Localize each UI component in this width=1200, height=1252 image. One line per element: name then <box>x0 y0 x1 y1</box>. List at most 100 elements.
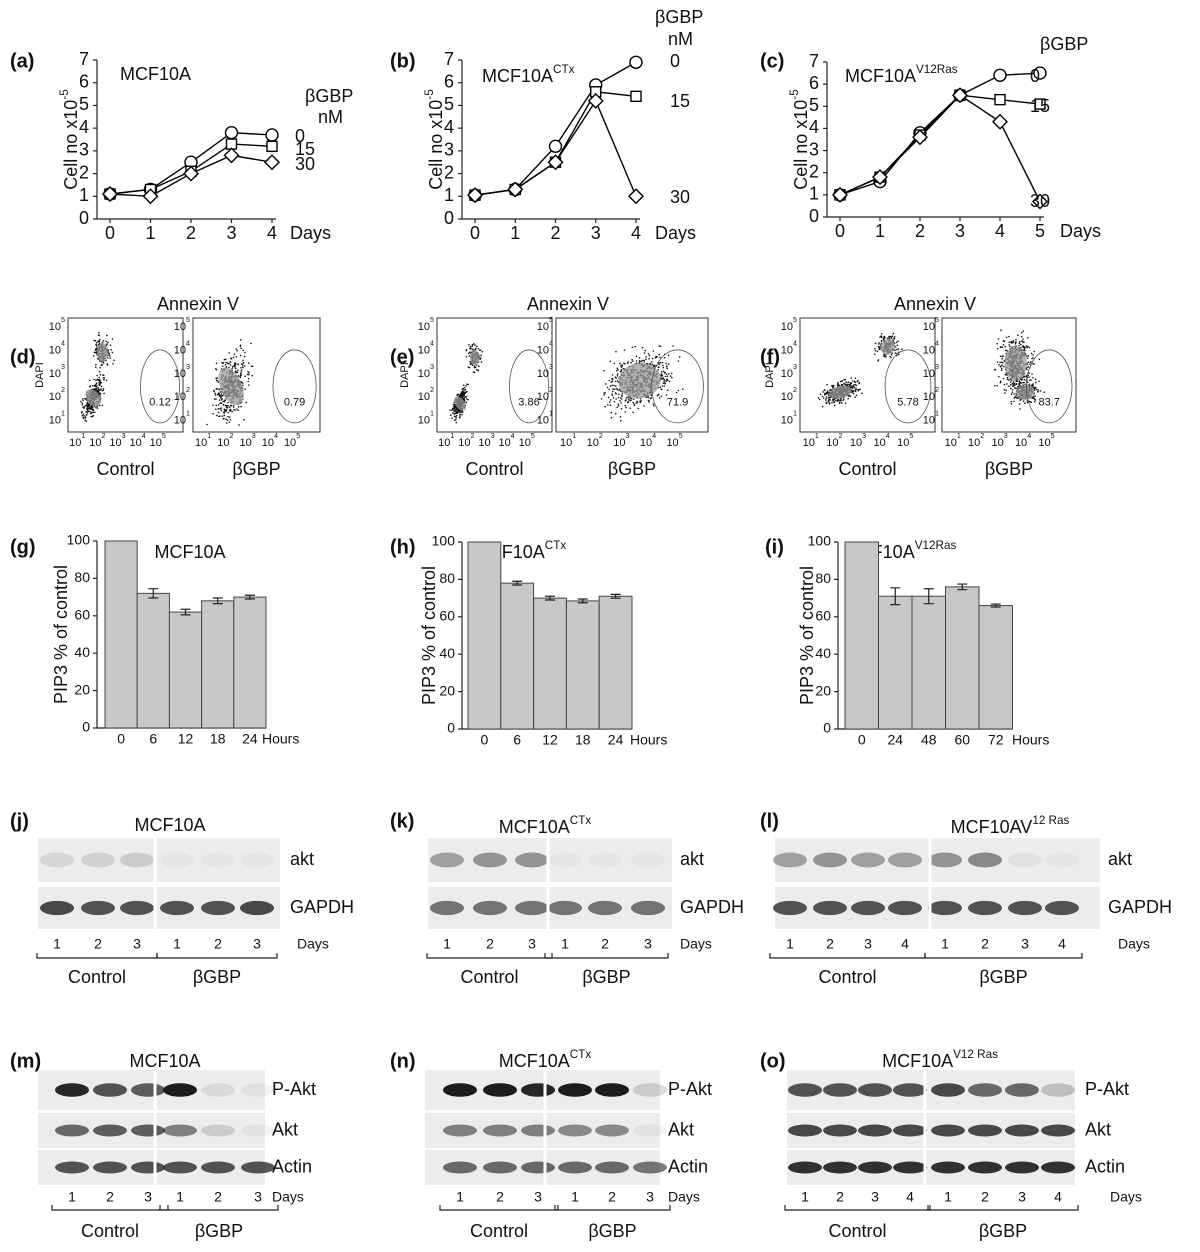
event-dot <box>451 409 453 411</box>
lane-label: 4 <box>1058 936 1066 952</box>
event-dot <box>833 385 835 387</box>
event-dot <box>1028 366 1030 368</box>
event-dot <box>1010 384 1012 386</box>
event-dot <box>106 379 108 381</box>
event-dot <box>831 385 833 387</box>
event-dot <box>235 367 237 369</box>
event-dot <box>661 389 663 391</box>
event-dot <box>878 346 880 348</box>
lane-unit: Days <box>1118 936 1150 952</box>
group-label: βGBP <box>979 1221 1027 1241</box>
event-dot <box>96 388 98 390</box>
band <box>521 1162 555 1174</box>
event-dot <box>220 395 222 397</box>
event-dot <box>1032 397 1034 399</box>
event-dot <box>824 389 826 391</box>
event-dot <box>853 393 855 395</box>
y-tick-label: 100 <box>808 533 832 549</box>
event-dot <box>837 399 839 401</box>
event-dot <box>240 406 242 408</box>
superscript: 1 <box>815 432 819 440</box>
y-tick-label: 0 <box>444 208 454 228</box>
x-tick-label: 0 <box>470 223 480 243</box>
bar <box>599 596 632 729</box>
band <box>851 853 885 868</box>
plot-frame <box>437 318 552 432</box>
event-dot <box>618 405 620 407</box>
event-dot <box>615 398 617 400</box>
event-dot <box>87 412 89 414</box>
event-dot <box>831 402 833 404</box>
panel-label: (k) <box>390 810 414 832</box>
event-dot <box>609 401 611 403</box>
text-part: 10 <box>1015 437 1027 449</box>
x-tick-label: 0 <box>835 221 845 241</box>
event-dot <box>616 389 618 391</box>
legend-entry: 0 <box>1030 66 1040 86</box>
event-dot <box>1034 401 1036 403</box>
event-dot <box>893 333 895 335</box>
chart-title: MCF10A <box>154 542 225 562</box>
event-dot <box>636 401 638 403</box>
event-dot <box>822 391 824 393</box>
event-dot <box>89 386 91 388</box>
event-dot <box>85 405 87 407</box>
event-dot <box>877 360 879 362</box>
text-part: 10 <box>781 415 793 427</box>
panel-label: (o) <box>760 1050 786 1072</box>
event-dot <box>84 398 86 400</box>
event-dot <box>98 335 100 337</box>
event-dot <box>641 361 643 363</box>
text-part: 10 <box>613 437 625 449</box>
bar <box>202 601 234 728</box>
event-dot <box>82 404 84 406</box>
event-dot <box>232 366 234 368</box>
x-tick-label: 72 <box>988 732 1004 748</box>
lane-label: 1 <box>944 1189 952 1205</box>
event-dot <box>603 370 605 372</box>
event-dot <box>1009 346 1011 348</box>
event-dot <box>1006 383 1008 385</box>
legend-entry: 30 <box>1030 191 1050 211</box>
event-dot <box>610 412 612 414</box>
band <box>483 1125 517 1137</box>
marker <box>266 129 278 141</box>
event-dot <box>1043 391 1045 393</box>
superscript: 1 <box>430 409 434 417</box>
event-dot <box>228 352 230 354</box>
event-dot <box>845 383 847 385</box>
event-dot <box>623 368 625 370</box>
event-dot <box>1035 382 1037 384</box>
event-dot <box>241 369 243 371</box>
event-dot <box>662 367 664 369</box>
event-dot <box>658 366 660 368</box>
lane-label: 1 <box>941 936 949 952</box>
event-dot <box>112 352 114 354</box>
text-part: Cell no x10 <box>791 100 811 190</box>
event-dot <box>1031 353 1033 355</box>
event-dot <box>100 393 102 395</box>
event-dot <box>885 356 887 358</box>
event-dot <box>621 408 623 410</box>
event-dot <box>607 387 609 389</box>
flow-title: Annexin V <box>157 294 239 314</box>
event-dot <box>214 393 216 395</box>
superscript: -5 <box>423 89 436 100</box>
event-dot <box>216 380 218 382</box>
lane-label: 3 <box>144 1189 152 1205</box>
x-tick-label: 4 <box>995 221 1005 241</box>
event-dot <box>825 396 827 398</box>
event-dot <box>99 339 101 341</box>
band <box>201 1162 235 1174</box>
event-dot <box>857 389 859 391</box>
event-dot <box>1001 358 1003 360</box>
superscript: 4 <box>1027 432 1031 440</box>
text-part: 10 <box>174 321 186 333</box>
event-dot <box>113 359 115 361</box>
event-dot <box>1033 351 1035 353</box>
text-part: 10 <box>418 321 430 333</box>
event-dot <box>217 408 219 410</box>
event-dot <box>603 392 605 394</box>
superscript: 2 <box>980 432 984 440</box>
event-dot <box>244 388 246 390</box>
